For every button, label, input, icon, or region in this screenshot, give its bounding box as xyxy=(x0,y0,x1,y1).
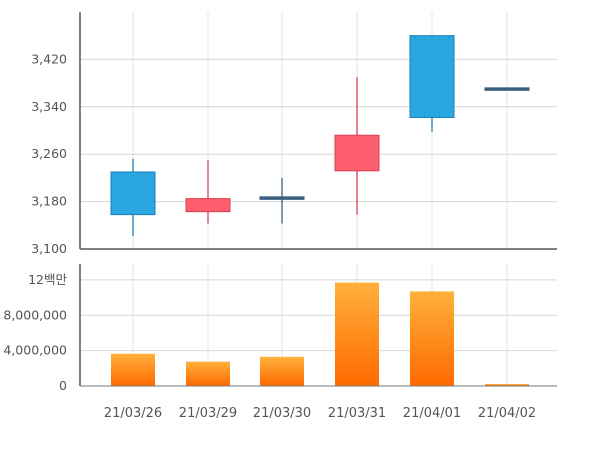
volume-bar xyxy=(410,291,454,386)
x-tick-label: 21/03/29 xyxy=(179,406,237,421)
volume-bar xyxy=(111,353,155,386)
candle-body xyxy=(259,196,305,200)
x-tick-label: 21/04/01 xyxy=(403,406,461,421)
price-tick-label: 3,100 xyxy=(31,241,67,256)
volume-tick-label: 0 xyxy=(59,378,67,393)
candle-body xyxy=(409,35,455,118)
volume-bar xyxy=(260,356,304,386)
candle-body xyxy=(334,134,380,172)
price-tick-label: 3,180 xyxy=(31,194,67,209)
candle-body xyxy=(110,171,156,216)
volume-bar xyxy=(335,282,379,386)
volume-tick-label: 12백만 xyxy=(28,272,67,287)
x-tick-label: 21/03/26 xyxy=(104,406,162,421)
price-tick-label: 3,420 xyxy=(31,51,67,66)
price-tick-label: 3,260 xyxy=(31,146,67,161)
price-tick-label: 3,340 xyxy=(31,99,67,114)
candle-body xyxy=(185,198,231,213)
x-tick-label: 21/03/30 xyxy=(253,406,311,421)
volume-tick-label: 4,000,000 xyxy=(3,343,67,358)
candle-body xyxy=(484,87,530,91)
volume-bar xyxy=(485,384,529,386)
volume-tick-label: 8,000,000 xyxy=(3,307,67,322)
x-tick-label: 21/03/31 xyxy=(328,406,386,421)
volume-bar xyxy=(186,361,230,386)
x-tick-label: 21/04/02 xyxy=(478,406,536,421)
